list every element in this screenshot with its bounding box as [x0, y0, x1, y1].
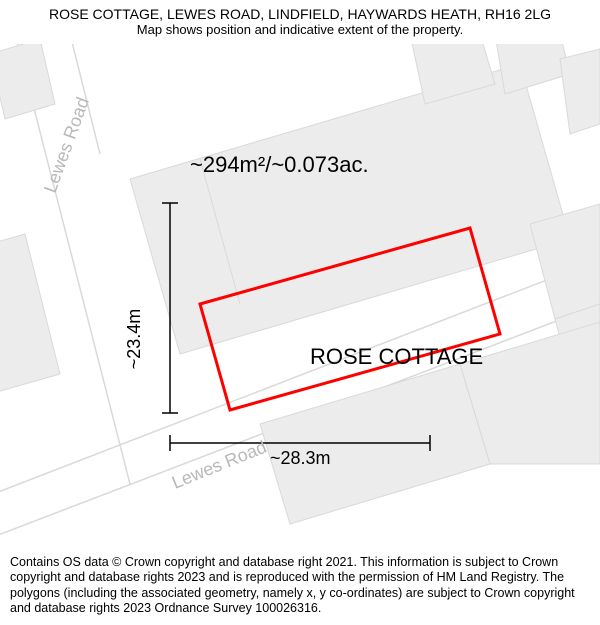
- map-canvas: ~28.3m ~23.4m Lewes Road Lewes Road ~294…: [0, 44, 600, 542]
- map-subtitle: Map shows position and indicative extent…: [10, 22, 590, 37]
- map-title: ROSE COTTAGE, LEWES ROAD, LINDFIELD, HAY…: [10, 6, 590, 22]
- property-name-label: ROSE COTTAGE: [310, 344, 483, 370]
- dimension-height-label: ~23.4m: [124, 309, 144, 370]
- area-label: ~294m²/~0.073ac.: [190, 152, 369, 178]
- dimension-width-label: ~28.3m: [270, 448, 331, 468]
- map-header: ROSE COTTAGE, LEWES ROAD, LINDFIELD, HAY…: [0, 0, 600, 39]
- map-svg: ~28.3m ~23.4m Lewes Road Lewes Road: [0, 44, 600, 542]
- copyright-text: Contains OS data © Crown copyright and d…: [10, 555, 575, 616]
- map-footer: Contains OS data © Crown copyright and d…: [0, 549, 600, 625]
